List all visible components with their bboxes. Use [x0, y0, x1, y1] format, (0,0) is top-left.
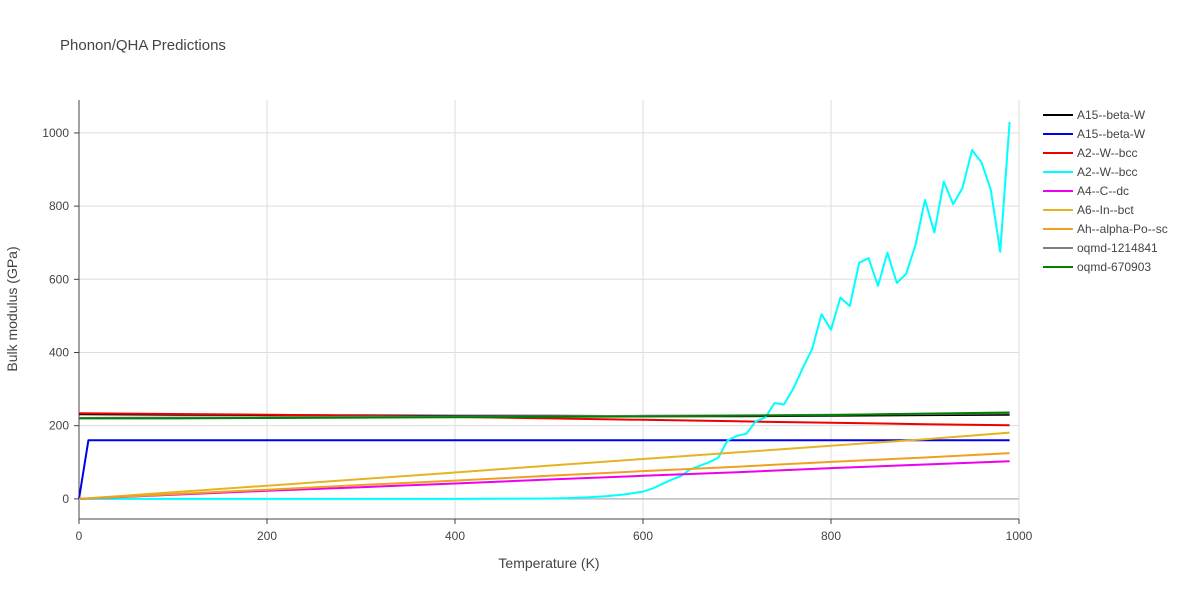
legend-item-6[interactable]: Ah--alpha-Po--sc — [1043, 222, 1168, 236]
x-tick-label: 800 — [821, 529, 841, 543]
y-tick-label: 600 — [49, 272, 69, 286]
x-tick-label: 0 — [76, 529, 83, 543]
grid — [79, 100, 1020, 519]
legend-label: A15--beta-W — [1077, 127, 1146, 141]
x-tick-label: 200 — [257, 529, 277, 543]
legend-label: oqmd-670903 — [1077, 260, 1151, 274]
series-line-1 — [78, 439, 1010, 500]
series-lines — [78, 121, 1011, 500]
series-line-8 — [79, 411, 1010, 420]
legend-label: A6--In--bct — [1077, 203, 1134, 217]
y-tick-label: 0 — [62, 492, 69, 506]
x-tick-label: 400 — [445, 529, 465, 543]
legend-label: A2--W--bcc — [1077, 146, 1137, 160]
x-axis-title: Temperature (K) — [498, 555, 599, 571]
legend-item-5[interactable]: A6--In--bct — [1043, 203, 1134, 217]
y-tick-label: 1000 — [42, 126, 69, 140]
series-line-3 — [79, 121, 1011, 500]
legend-label: A2--W--bcc — [1077, 165, 1137, 179]
legend-label: A15--beta-W — [1077, 108, 1146, 122]
legend-item-1[interactable]: A15--beta-W — [1043, 127, 1146, 141]
legend-label: A4--C--dc — [1077, 184, 1129, 198]
legend-label: oqmd-1214841 — [1077, 241, 1158, 255]
x-tick-label: 1000 — [1006, 529, 1033, 543]
chart-title: Phonon/QHA Predictions — [60, 37, 226, 54]
legend-item-4[interactable]: A4--C--dc — [1043, 184, 1129, 198]
y-tick-label: 800 — [49, 199, 69, 213]
legend-label: Ah--alpha-Po--sc — [1077, 222, 1168, 236]
axes — [78, 100, 1019, 520]
legend-item-3[interactable]: A2--W--bcc — [1043, 165, 1137, 179]
legend-item-2[interactable]: A2--W--bcc — [1043, 146, 1137, 160]
series-line-2 — [78, 412, 1010, 427]
ticks: 0 200 400 600 800 1000 0 200 400 600 800 1000 — [42, 126, 1032, 543]
series-line-5 — [78, 431, 1010, 500]
y-tick-label: 400 — [49, 345, 69, 359]
legend-item-7[interactable]: oqmd-1214841 — [1043, 241, 1158, 255]
x-tick-label: 600 — [633, 529, 653, 543]
series-line-6 — [78, 452, 1010, 500]
y-tick-label: 200 — [49, 419, 69, 433]
legend-item-8[interactable]: oqmd-670903 — [1043, 260, 1151, 274]
legend-item-0[interactable]: A15--beta-W — [1043, 108, 1146, 122]
legend[interactable]: A15--beta-W A15--beta-W A2--W--bcc A2--W--b… — [1043, 108, 1168, 274]
y-axis-title: Bulk modulus (GPa) — [4, 246, 20, 371]
